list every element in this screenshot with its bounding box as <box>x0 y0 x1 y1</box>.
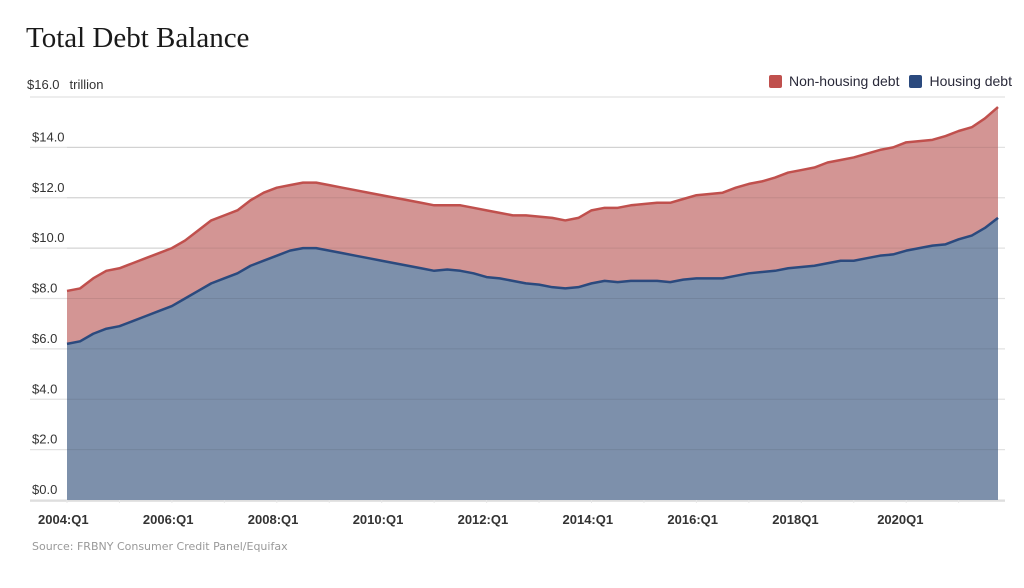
y-tick-label: $6.0 <box>32 331 57 346</box>
y-tick-label: $2.0 <box>32 432 57 447</box>
area-housing-debt <box>67 217 998 500</box>
legend: Non-housing debt Housing debt <box>759 73 1012 89</box>
area-non-housing-debt <box>67 107 998 344</box>
legend-swatch-housing <box>909 74 923 88</box>
legend-label-non-housing: Non-housing debt <box>788 73 900 89</box>
legend-swatch-non-housing <box>768 74 782 88</box>
y-tick-label: $0.0 <box>32 482 57 497</box>
chart-title: Total Debt Balance <box>26 22 250 54</box>
x-tick-label: 2012:Q1 <box>458 512 509 527</box>
legend-label-housing: Housing debt <box>929 73 1012 89</box>
line-total-debt <box>66 106 999 293</box>
x-tick-label: 2018Q1 <box>772 512 818 527</box>
line-housing-debt <box>66 216 999 346</box>
legend-item-non-housing: Non-housing debt <box>768 73 900 89</box>
legend-item-housing: Housing debt <box>909 73 1012 89</box>
y-tick-label: $8.0 <box>32 281 57 296</box>
y-axis-unit-label: $16.0 trillion <box>27 77 104 92</box>
y-tick-label: $4.0 <box>32 381 57 396</box>
x-tick-label: 2006:Q1 <box>143 512 194 527</box>
x-tick-label: 2014:Q1 <box>563 512 614 527</box>
x-tick-label: 2016:Q1 <box>667 512 718 527</box>
y-tick-label: $12.0 <box>32 180 65 195</box>
x-axis: 2004:Q1 2006:Q1 2008:Q1 2010:Q1 2012:Q1 2014:… <box>30 500 1005 527</box>
x-tick-label: 2004:Q1 <box>38 512 89 527</box>
x-tick-label: 2020Q1 <box>877 512 923 527</box>
y-axis-unit: trillion <box>69 77 104 92</box>
y-axis: $0.0 $2.0 $4.0 $6.0 $8.0 $10.0 $12.0 $14.0 <box>32 129 65 497</box>
x-tick-label: 2008:Q1 <box>248 512 299 527</box>
y-axis-top-tick: $16.0 <box>27 77 60 92</box>
x-tick-label: 2010:Q1 <box>353 512 404 527</box>
y-tick-label: $14.0 <box>32 129 65 144</box>
source-note: Source: FRBNY Consumer Credit Panel/Equi… <box>32 540 288 553</box>
y-tick-label: $10.0 <box>32 230 65 245</box>
area-series <box>66 106 999 500</box>
